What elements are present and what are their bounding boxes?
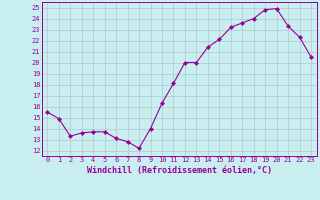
X-axis label: Windchill (Refroidissement éolien,°C): Windchill (Refroidissement éolien,°C) xyxy=(87,166,272,175)
